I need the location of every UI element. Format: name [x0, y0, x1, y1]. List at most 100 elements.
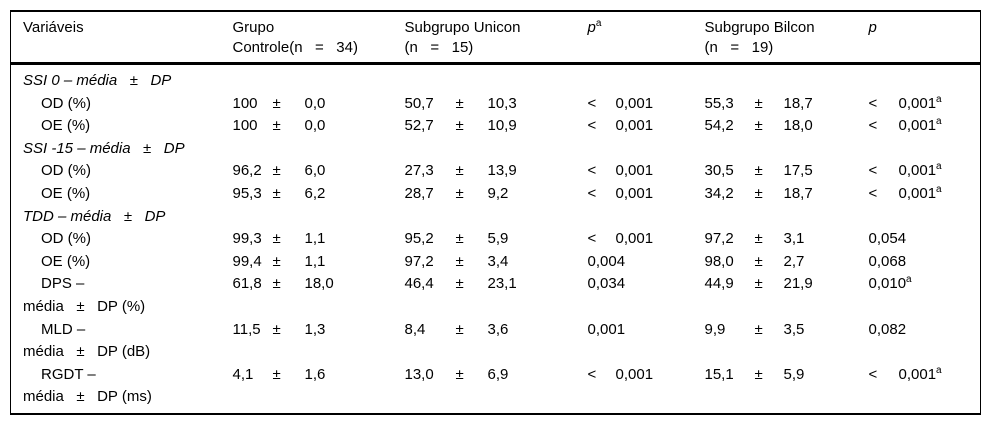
cell-controle: 99,3 ±1,1 [221, 228, 393, 251]
mean-value: 95,3 [232, 184, 262, 202]
mean-value: 44,9 [704, 275, 734, 293]
cell-controle: 100 ±0,0 [221, 93, 393, 116]
cell-variavel: OE (%) [11, 115, 221, 138]
cell-unicon: 97,2 ±3,4 [393, 251, 576, 274]
less-than-sign: < [868, 117, 878, 135]
column-header-label-line2: Controle(n = 34) [232, 39, 358, 56]
column-header-label: Subgrupo Bilcon [704, 19, 815, 36]
mean-value: 27,3 [404, 162, 434, 180]
cell-bilcon: 55,3 ±18,7 [693, 93, 857, 116]
plus-minus-sign: ± [455, 117, 464, 135]
plus-minus-sign: ± [754, 117, 763, 135]
cell-p2: 0,010a [857, 273, 981, 318]
column-header-variaveis: Variáveis [10, 11, 221, 65]
row-label: OE (%) [41, 184, 91, 202]
less-than-sign: < [587, 117, 597, 135]
cell-bilcon: 98,0 ±2,7 [693, 251, 857, 274]
plus-minus-sign: ± [455, 94, 464, 112]
column-header-label: p [868, 19, 877, 36]
cell-bilcon: 9,9 ±3,5 [693, 319, 857, 364]
p-value: 0,001 [615, 230, 654, 248]
cell-controle: 99,4 ±1,1 [221, 251, 393, 274]
mean-value: 15,1 [704, 365, 734, 383]
cell-unicon: 50,7 ±10,3 [393, 93, 576, 116]
p-superscript: a [936, 93, 942, 105]
sd-value: 3,5 [783, 320, 805, 338]
cell-p2: <0,001a [857, 160, 981, 183]
plus-minus-sign: ± [272, 252, 281, 270]
p-value: 0,001 [898, 117, 937, 135]
table-body: SSI 0 – média ± DP OD (%) 100 ±0,0 50,7 ±10,3… [11, 64, 981, 414]
cell-controle: 96,2 ±6,0 [221, 160, 393, 183]
mean-value: 46,4 [404, 275, 434, 293]
sd-value: 6,9 [487, 365, 509, 383]
p-value: 0,001 [898, 162, 937, 180]
p-superscript: a [936, 183, 942, 195]
table-row: DPS – média ± DP (%) 61,8 ±18,0 46,4 ±23,1 0,0… [11, 273, 981, 318]
column-header-superscript: a [595, 18, 602, 29]
row-label-line2: média ± DP (dB) [23, 343, 151, 361]
cell-controle: 100 ±0,0 [221, 115, 393, 138]
plus-minus-sign: ± [455, 230, 464, 248]
column-header-p2: p [856, 11, 981, 65]
sd-value: 18,7 [783, 94, 813, 112]
cell-bilcon: 34,2 ±18,7 [693, 183, 857, 206]
plus-minus-sign: ± [754, 365, 763, 383]
sd-value: 2,7 [783, 252, 805, 270]
sd-value: 3,4 [487, 252, 509, 270]
mean-value: 99,4 [232, 252, 262, 270]
table-header: Variáveis Grupo Controle(n = 34) Subgrupo U… [10, 11, 981, 65]
plus-minus-sign: ± [272, 365, 281, 383]
mean-value: 28,7 [404, 184, 434, 202]
cell-p1: <0,001 [576, 183, 693, 206]
plus-minus-sign: ± [272, 275, 281, 293]
cell-p2: <0,001a [857, 183, 981, 206]
section-label: SSI -15 – média ± DP [23, 139, 185, 157]
cell-unicon: 13,0 ±6,9 [393, 364, 576, 414]
plus-minus-sign: ± [455, 162, 464, 180]
plus-minus-sign: ± [455, 365, 464, 383]
cell-controle: 61,8 ±18,0 [221, 273, 393, 318]
p-value: 0,068 [868, 252, 907, 270]
plus-minus-sign: ± [754, 275, 763, 293]
sd-value: 3,1 [783, 230, 805, 248]
column-header-p1: pa [575, 11, 693, 65]
cell-p1: 0,034 [576, 273, 693, 318]
table-row: RGDT – média ± DP (ms) 4,1 ±1,6 13,0 ±6,9 <0,0… [11, 364, 981, 414]
plus-minus-sign: ± [272, 94, 281, 112]
column-header-label-line2: (n = 19) [704, 39, 774, 56]
less-than-sign: < [587, 365, 597, 383]
mean-value: 9,9 [704, 320, 726, 338]
p-superscript: a [906, 274, 912, 286]
p-superscript: a [936, 364, 942, 376]
section-row: SSI 0 – média ± DP [11, 64, 981, 93]
column-header-bilcon: Subgrupo Bilcon (n = 19) [692, 11, 857, 65]
p-value: 0,001 [615, 184, 654, 202]
cell-p1: <0,001 [576, 364, 693, 414]
mean-value: 4,1 [232, 365, 254, 383]
cell-bilcon: 54,2 ±18,0 [693, 115, 857, 138]
p-value: 0,034 [587, 275, 626, 293]
p-value: 0,001 [615, 117, 654, 135]
p-value: 0,082 [868, 320, 907, 338]
sd-value: 3,6 [487, 320, 509, 338]
less-than-sign: < [587, 184, 597, 202]
p-value: 0,004 [587, 252, 626, 270]
sd-value: 1,3 [304, 320, 326, 338]
section-label: TDD – média ± DP [23, 207, 166, 225]
plus-minus-sign: ± [455, 275, 464, 293]
table-row: MLD – média ± DP (dB) 11,5 ±1,3 8,4 ±3,6 0,001… [11, 319, 981, 364]
cell-bilcon: 97,2 ±3,1 [693, 228, 857, 251]
cell-unicon: 52,7 ±10,9 [393, 115, 576, 138]
plus-minus-sign: ± [754, 162, 763, 180]
plus-minus-sign: ± [272, 320, 281, 338]
less-than-sign: < [587, 94, 597, 112]
p-value: 0,001 [898, 365, 937, 383]
table-row: OD (%) 100 ±0,0 50,7 ±10,3 <0,001 55,3 ±18,7 <0,… [11, 93, 981, 116]
p-superscript: a [936, 116, 942, 128]
row-label: OE (%) [41, 117, 91, 135]
cell-unicon: 27,3 ±13,9 [393, 160, 576, 183]
mean-value: 97,2 [404, 252, 434, 270]
sd-value: 21,9 [783, 275, 813, 293]
